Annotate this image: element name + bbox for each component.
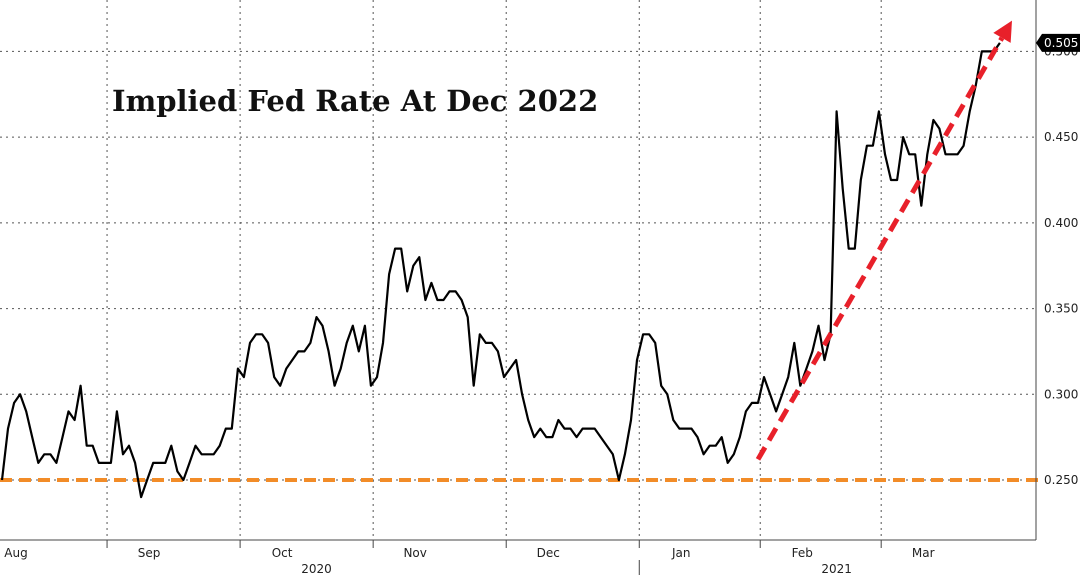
trend-arrow-shaft (755, 36, 1005, 461)
series-layer (0, 42, 1001, 499)
x-tick-label: Jan (671, 546, 691, 560)
trend-arrow-head (993, 20, 1012, 43)
series-line (0, 42, 1001, 499)
y-tick-label: 0.400 (1044, 216, 1078, 230)
x-tick-label: Oct (272, 546, 293, 560)
x-tick-label: Dec (537, 546, 560, 560)
x-tick-label: Nov (403, 546, 426, 560)
x-tick-label: Aug (4, 546, 27, 560)
y-tick-label: 0.450 (1044, 130, 1078, 144)
chart-title: Implied Fed Rate At Dec 2022 (112, 84, 598, 118)
y-tick-label: 0.350 (1044, 302, 1078, 316)
arrow-layer (755, 20, 1012, 461)
x-tick-label: Feb (792, 546, 813, 560)
y-tick-label: 0.250 (1044, 473, 1078, 487)
last-value-box (1036, 33, 1080, 52)
x-year-label: 2020 (301, 562, 332, 575)
last-value-tag: 0.505 (1036, 33, 1080, 52)
x-tick-label: Mar (912, 546, 935, 560)
x-tick-label: Sep (138, 546, 161, 560)
y-tick-label: 0.300 (1044, 387, 1078, 401)
grid-layer (0, 0, 1036, 540)
x-year-label: 2021 (821, 562, 852, 575)
last-value-label: 0.505 (1044, 36, 1078, 50)
